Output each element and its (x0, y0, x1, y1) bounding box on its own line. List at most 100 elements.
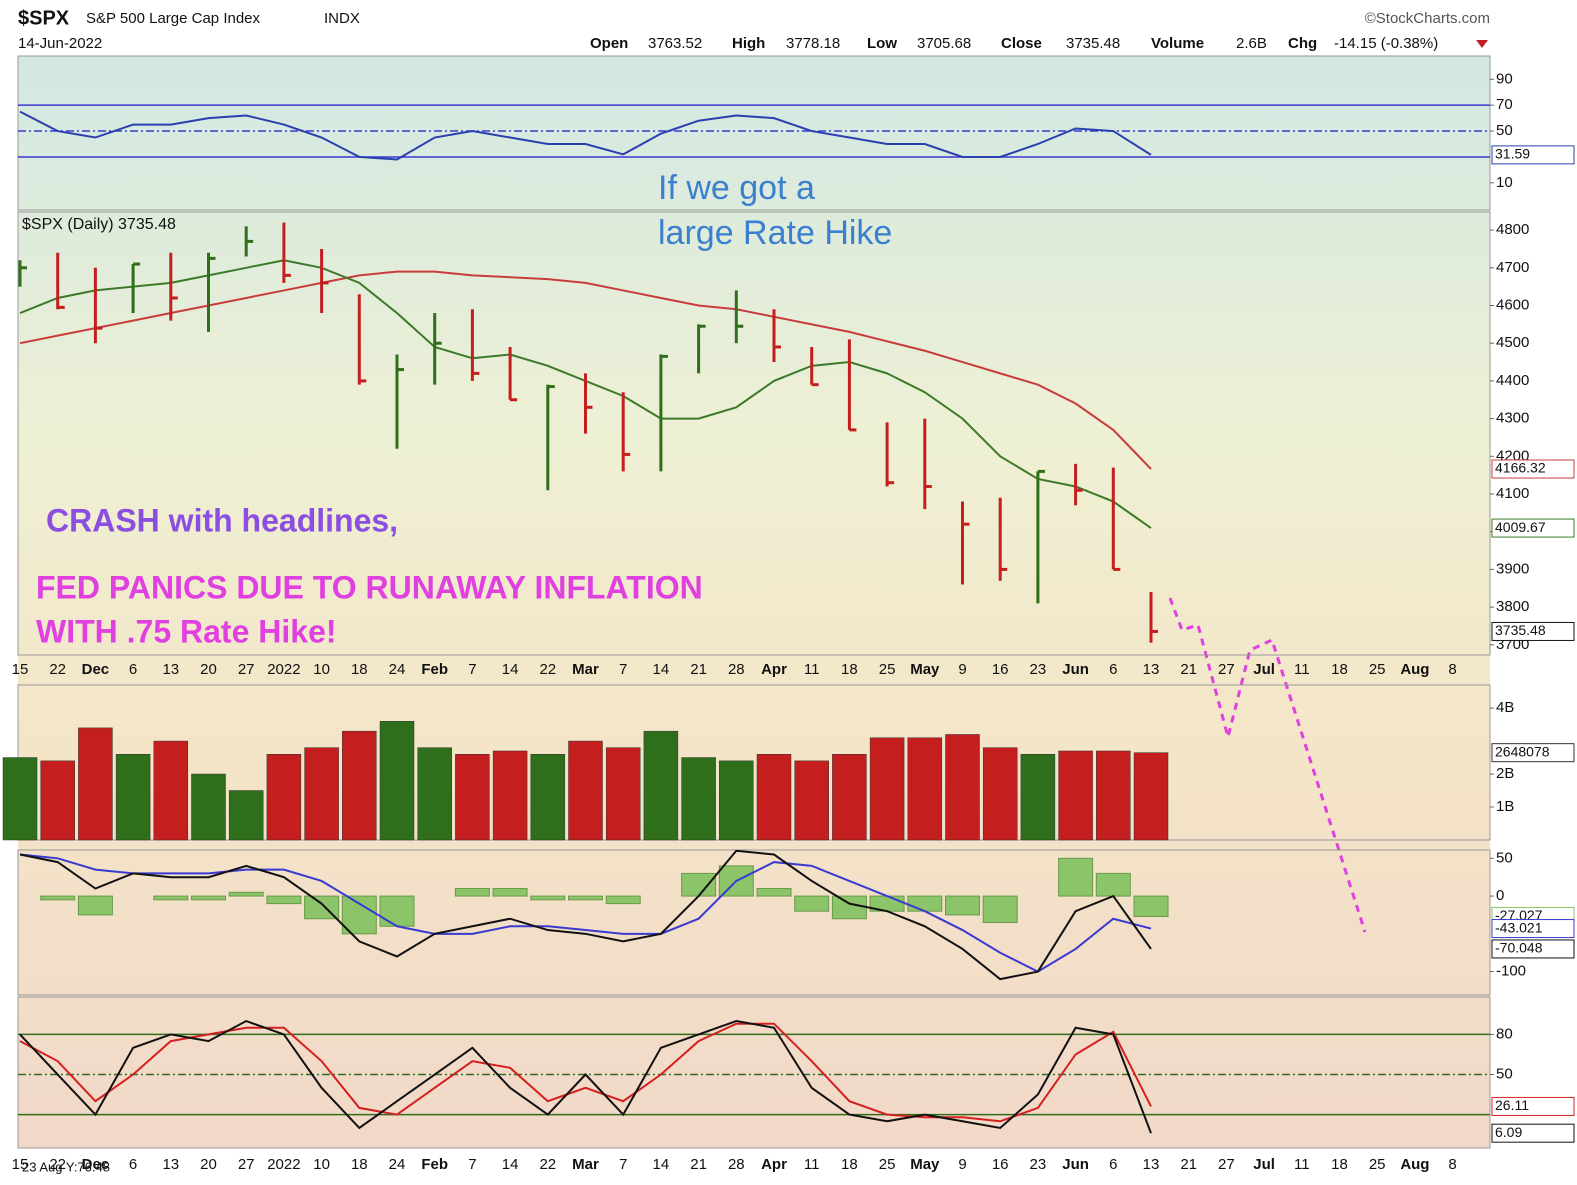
volume-bar (1020, 754, 1056, 841)
value-label: 4166.32 (1495, 460, 1546, 476)
value-box (1491, 1123, 1575, 1143)
volume-bar (115, 754, 151, 841)
histogram-bar (982, 895, 1018, 923)
x-tick-label: Jul (1253, 1156, 1275, 1173)
value-box (1491, 145, 1575, 165)
volume-bar (794, 760, 829, 841)
x-tick-label: Jul (1253, 661, 1275, 678)
x-tick-label: 24 (389, 1156, 406, 1173)
x-tick-label: 13 (1143, 1156, 1160, 1173)
x-tick-label: 7 (619, 1156, 627, 1173)
x-tick-label: 23 (1030, 661, 1047, 678)
volume-bar (1058, 750, 1093, 841)
volume-bar (2, 757, 38, 841)
x-tick-label: 25 (879, 1156, 896, 1173)
y-tick-label: 90 (1496, 70, 1513, 87)
quote-value: 2.6B (1236, 35, 1267, 52)
value-label: 26.11 (1495, 1097, 1529, 1113)
x-tick-label: Apr (761, 1156, 787, 1173)
histogram-bar (794, 895, 830, 912)
x-tick-label: 27 (238, 1156, 255, 1173)
value-label: -70.048 (1495, 940, 1543, 956)
x-tick-label: 21 (690, 1156, 707, 1173)
x-tick-label: 18 (841, 1156, 858, 1173)
y-tick-label: 4800 (1496, 221, 1529, 238)
x-tick-label: 10 (313, 661, 330, 678)
x-tick-label: 9 (958, 1156, 966, 1173)
volume-bar (228, 790, 264, 841)
x-tick-label: Feb (421, 1156, 448, 1173)
source: ©StockCharts.com (1365, 10, 1490, 27)
x-tick-label: 7 (619, 661, 627, 678)
histogram-bar (1095, 872, 1131, 897)
x-tick-label: 2022 (267, 1156, 300, 1173)
y-tick-label: 4300 (1496, 410, 1529, 427)
x-tick-label: 9 (958, 661, 966, 678)
volume-bar (78, 727, 113, 841)
volume-bar (40, 760, 75, 841)
histogram-bar (568, 895, 603, 901)
annotation: If we got a (658, 169, 815, 207)
x-tick-label: Dec (82, 1156, 110, 1173)
x-tick-label: Mar (572, 661, 599, 678)
x-tick-label: 15 (12, 661, 29, 678)
volume-bar (719, 760, 754, 841)
x-tick-label: 18 (351, 661, 368, 678)
histogram-bar (530, 895, 566, 901)
histogram-bar (77, 895, 113, 916)
y-tick-label: 2B (1496, 765, 1514, 782)
x-tick-label: 10 (313, 1156, 330, 1173)
x-tick-label: 2022 (267, 661, 300, 678)
x-tick-label: 6 (1109, 1156, 1117, 1173)
histogram-bar (266, 895, 302, 905)
x-tick-label: 6 (1109, 661, 1117, 678)
x-tick-label: 28 (728, 1156, 745, 1173)
series-line (19, 110, 1152, 161)
cursor-readout: 23 Aug Y:76.48 (22, 1159, 110, 1174)
y-tick-label: 80 (1496, 1025, 1513, 1042)
x-tick-label: 21 (1180, 1156, 1197, 1173)
x-tick-label: 25 (879, 661, 896, 678)
index-name: S&P 500 Large Cap Index (86, 10, 261, 27)
volume-bar (417, 747, 452, 841)
volume-bar (1133, 752, 1169, 841)
quote-value: 3735.48 (1066, 35, 1120, 52)
histogram-bar (1133, 895, 1169, 917)
y-tick-label: 50 (1496, 849, 1513, 866)
volume-bar (907, 737, 943, 841)
x-tick-label: 14 (653, 1156, 670, 1173)
y-tick-label: 3900 (1496, 560, 1529, 577)
quote-value: -14.15 (-0.38%) (1334, 35, 1438, 52)
histogram-bar (191, 895, 226, 901)
value-box (1491, 459, 1575, 479)
histogram-bar (228, 891, 264, 897)
y-tick-label: 4100 (1496, 485, 1529, 502)
x-tick-label: 24 (389, 661, 406, 678)
histogram-bar (379, 895, 415, 927)
histogram-bar (1058, 857, 1094, 897)
x-tick-label: 8 (1448, 1156, 1456, 1173)
x-tick-label: Apr (761, 661, 787, 678)
volume-bar (304, 747, 339, 841)
quote-label: Volume (1151, 35, 1204, 52)
date: 14-Jun-2022 (18, 35, 102, 52)
value-box (1491, 518, 1575, 538)
value-label: -43.021 (1495, 919, 1543, 935)
quote-label: Chg (1288, 35, 1317, 52)
histogram-bar (681, 872, 717, 897)
volume-bar (266, 754, 302, 841)
x-tick-label: 16 (992, 661, 1009, 678)
exchange: INDX (324, 10, 360, 27)
x-tick-label: 22 (539, 661, 556, 678)
volume-bar (379, 721, 415, 841)
volume-bar (982, 747, 1018, 841)
plot-background (18, 56, 1490, 1148)
quote-label: Low (867, 35, 897, 52)
price-legend: $SPX (Daily) 3735.48 (22, 216, 176, 233)
series-line (19, 1019, 1152, 1134)
histogram-bar (756, 888, 792, 897)
symbol: $SPX (18, 7, 70, 29)
x-tick-label: 15 (12, 1156, 29, 1173)
